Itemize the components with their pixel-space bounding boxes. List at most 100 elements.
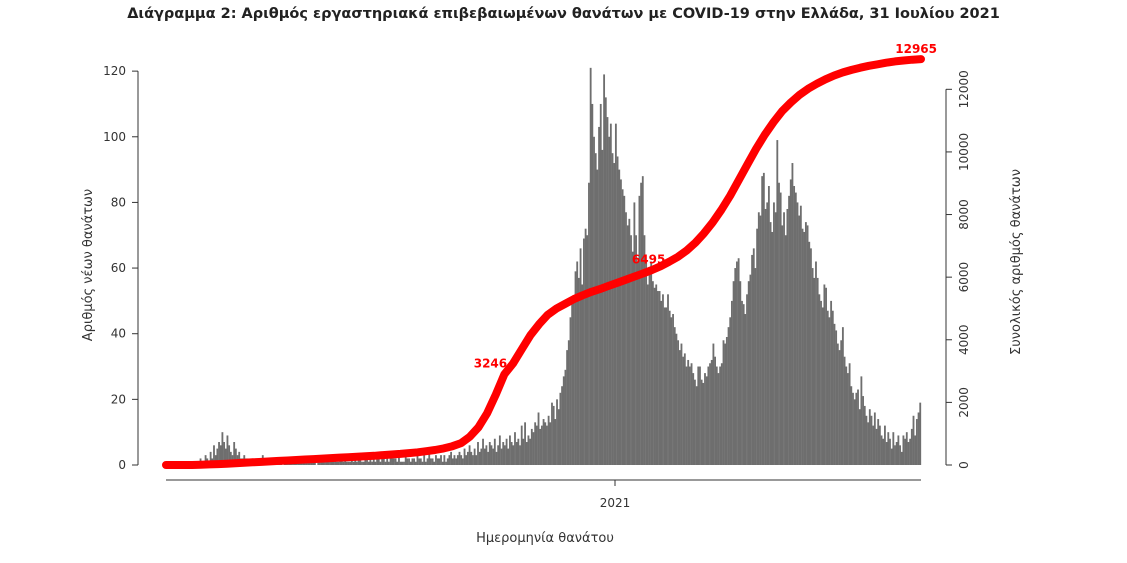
bar [485, 445, 488, 465]
bar [408, 458, 410, 465]
x-tick-label: 2021 [600, 496, 631, 510]
bar [229, 451, 232, 465]
bar [769, 222, 772, 465]
bar [527, 435, 530, 465]
bar [376, 455, 379, 465]
bar [638, 195, 641, 465]
bar [697, 366, 700, 465]
bar [779, 192, 782, 465]
bar [895, 442, 898, 465]
bar [599, 103, 602, 465]
bar [354, 458, 357, 465]
bar [636, 261, 639, 465]
bar [453, 455, 456, 465]
bar [387, 461, 390, 465]
bar [498, 435, 501, 465]
bar [847, 373, 849, 465]
bar [737, 258, 740, 465]
bar [875, 428, 878, 465]
bar [431, 458, 434, 465]
bar [403, 461, 405, 465]
bar [357, 458, 360, 465]
bar [344, 458, 347, 465]
bar [862, 396, 864, 465]
bar [909, 438, 912, 465]
bar [552, 405, 555, 465]
bar [707, 366, 710, 465]
bar [519, 445, 521, 465]
bar [456, 455, 459, 465]
bar [579, 248, 582, 465]
bar [398, 455, 400, 465]
bar [440, 455, 442, 465]
bar [771, 231, 774, 465]
bar [455, 458, 458, 465]
bar [482, 438, 484, 465]
y2-axis-label: Συνολικός αριθμός θανάτων [1009, 169, 1024, 355]
bar [510, 442, 513, 465]
bar [393, 458, 395, 465]
bar [567, 340, 570, 465]
bar [788, 195, 790, 465]
bar [428, 451, 431, 465]
bar [583, 238, 585, 465]
bar [767, 186, 770, 465]
bar [384, 461, 387, 465]
bar [574, 271, 577, 465]
bar [631, 251, 634, 465]
bar [604, 97, 607, 465]
bar [626, 225, 629, 465]
bar [717, 373, 720, 465]
y-tick-label: 0 [118, 458, 126, 472]
bar [588, 182, 590, 466]
bar [337, 461, 340, 465]
bar [369, 458, 372, 465]
bar [700, 379, 703, 465]
bar [221, 432, 224, 465]
y2-tick-label: 6000 [957, 262, 971, 293]
bar [381, 458, 384, 465]
bar [773, 202, 775, 466]
bar [670, 317, 673, 465]
bar [347, 461, 350, 465]
bar [746, 294, 748, 465]
bar [915, 419, 918, 465]
bar [372, 458, 375, 465]
bar [650, 261, 653, 465]
bar [640, 182, 643, 466]
bar [880, 435, 883, 465]
bar [715, 366, 718, 465]
y-tick-label: 120 [103, 64, 126, 78]
bar [840, 340, 843, 465]
bar [542, 419, 545, 465]
bar [396, 461, 399, 465]
bar [665, 307, 668, 465]
bar [223, 442, 225, 465]
bar [710, 359, 713, 465]
bar [594, 153, 597, 465]
line-annotations: 3246 6495 12965 [474, 42, 937, 370]
bar [611, 153, 614, 465]
bar [712, 343, 715, 465]
bar [749, 274, 752, 465]
bar [872, 425, 875, 465]
bar [919, 402, 922, 465]
bar [312, 461, 315, 465]
bar [546, 425, 548, 465]
bar [218, 442, 220, 465]
bar [858, 409, 861, 465]
bar [720, 363, 723, 465]
bar [522, 438, 525, 465]
bar [675, 333, 678, 465]
bar [662, 294, 664, 465]
bar [606, 117, 609, 465]
bar [667, 294, 669, 465]
bar [352, 461, 355, 465]
bar [673, 327, 676, 465]
bar [478, 451, 481, 465]
y-tick-label: 20 [111, 392, 126, 406]
bar [213, 445, 215, 465]
bar [413, 458, 416, 465]
bar [687, 359, 690, 465]
bar [761, 176, 764, 465]
